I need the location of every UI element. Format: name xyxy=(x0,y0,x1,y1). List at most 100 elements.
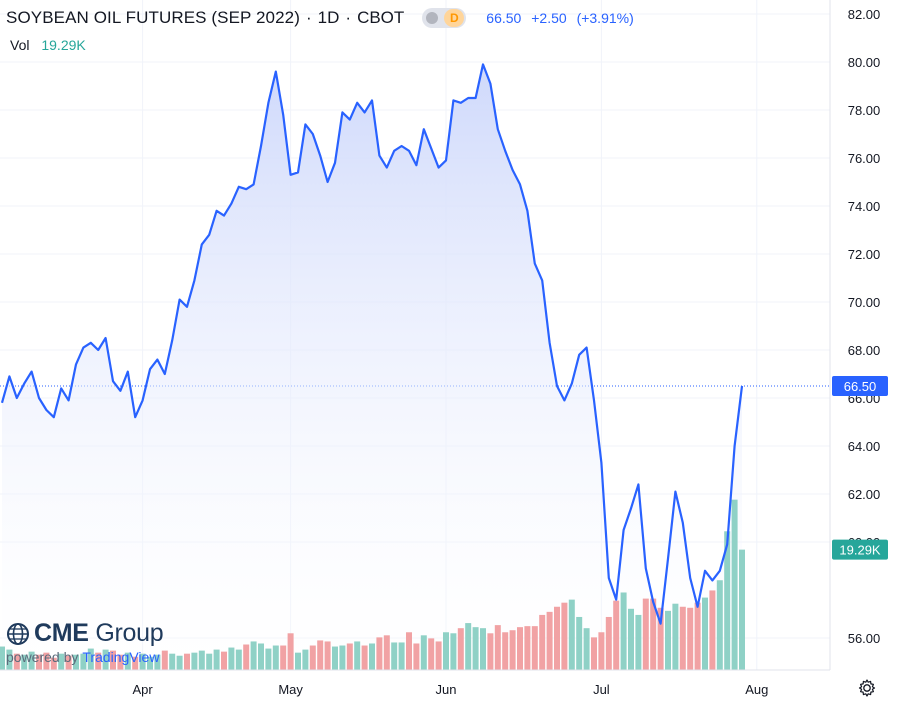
volume-bar xyxy=(50,657,57,670)
volume-bar xyxy=(716,580,723,670)
volume-bar xyxy=(635,614,642,670)
volume-bar xyxy=(191,652,198,670)
x-tick-label: Apr xyxy=(132,682,153,697)
y-tick-label: 62.00 xyxy=(848,487,881,502)
volume-bar xyxy=(258,643,264,670)
delayed-badge[interactable]: D xyxy=(444,9,465,27)
volume-bar xyxy=(657,607,664,670)
volume-bar xyxy=(524,626,531,670)
cme-brand: CME Group xyxy=(6,619,164,648)
volume-bar xyxy=(413,643,420,670)
volume-bar xyxy=(124,652,131,670)
volume-bar xyxy=(317,640,324,670)
volume-bar xyxy=(568,599,575,670)
volume-bar xyxy=(339,645,346,670)
volume-bar xyxy=(480,628,486,670)
volume-bar xyxy=(457,628,464,670)
globe-icon xyxy=(7,622,29,645)
volume-bar xyxy=(539,614,546,670)
volume-bar xyxy=(176,655,183,670)
logo-brand-suffix: Group xyxy=(95,619,164,647)
y-tick-label: 70.00 xyxy=(848,295,881,310)
price-change: +2.50 xyxy=(531,10,567,26)
volume-bar xyxy=(420,635,427,670)
volume-bar xyxy=(309,645,316,670)
volume-bar xyxy=(132,656,139,670)
last-price-tag-text: 66.50 xyxy=(844,379,877,394)
volume-bars xyxy=(0,499,745,670)
volume-bar xyxy=(561,602,568,670)
volume-bar xyxy=(346,643,353,670)
volume-bar xyxy=(391,642,398,670)
cme-logo[interactable]: CME Group powered by TradingView xyxy=(6,619,164,665)
volume-bar xyxy=(472,627,479,670)
volume-bar xyxy=(117,654,124,670)
price-area xyxy=(2,64,742,670)
y-tick-label: 64.00 xyxy=(848,439,881,454)
volume-bar xyxy=(147,656,153,670)
volume-bar xyxy=(161,650,168,670)
volume-bar xyxy=(280,645,287,670)
x-tick-label: Jun xyxy=(436,682,457,697)
volume-bar xyxy=(221,651,227,670)
separator-dot: · xyxy=(305,8,312,27)
tradingview-link[interactable]: TradingView xyxy=(82,649,160,665)
volume-bar xyxy=(213,649,220,670)
symbol-title[interactable]: SOYBEAN OIL FUTURES (SEP 2022) xyxy=(6,8,300,27)
volume-bar xyxy=(87,648,94,670)
x-tick-label: Aug xyxy=(745,682,768,697)
y-tick-label: 72.00 xyxy=(848,247,881,262)
volume-bar xyxy=(80,653,87,670)
volume-bar xyxy=(435,641,442,670)
area-fill xyxy=(2,64,742,670)
gear-icon[interactable] xyxy=(857,678,877,698)
volume-bar xyxy=(295,652,301,670)
volume-bar xyxy=(509,630,516,670)
volume-bar xyxy=(73,654,79,670)
y-tick-label: 78.00 xyxy=(848,103,881,118)
x-tick-label: Jul xyxy=(593,682,610,697)
y-tick-label: 76.00 xyxy=(848,151,881,166)
quote: 66.50 +2.50 (+3.91%) xyxy=(486,10,639,26)
volume-bar xyxy=(517,627,523,670)
volume-bar xyxy=(43,652,50,670)
volume-bar xyxy=(265,648,272,670)
volume-bar xyxy=(243,644,250,670)
volume-bar xyxy=(628,608,634,670)
volume-bar xyxy=(576,616,583,670)
volume-bar xyxy=(702,597,708,670)
volume-bar xyxy=(731,499,738,670)
volume-bar xyxy=(184,653,190,670)
volume-bar xyxy=(642,598,649,670)
volume-bar xyxy=(591,637,597,670)
volume-bar xyxy=(383,635,390,670)
volume-bar xyxy=(287,633,294,670)
y-tick-label: 56.00 xyxy=(848,631,881,646)
volume-legend: Vol 19.29K xyxy=(10,37,86,53)
price-change-pct: (+3.91%) xyxy=(576,10,634,26)
volume-bar xyxy=(450,633,457,670)
volume-bar xyxy=(487,633,494,670)
volume-bar xyxy=(665,610,671,670)
interval-label[interactable]: 1D xyxy=(317,8,340,27)
volume-bar xyxy=(354,641,361,670)
volume-bar xyxy=(598,632,605,670)
volume-label[interactable]: Vol xyxy=(10,37,30,53)
volume-bar xyxy=(583,628,590,670)
volume-bar xyxy=(709,590,716,670)
y-tick-label: 82.00 xyxy=(848,7,881,22)
volume-bar xyxy=(21,654,28,670)
volume-bar xyxy=(206,653,213,670)
volume-bar xyxy=(228,647,235,670)
volume-bar xyxy=(250,641,257,670)
status-dot-icon xyxy=(426,12,439,24)
volume-bar xyxy=(739,549,745,670)
volume-bar xyxy=(398,642,405,670)
market-status-pill[interactable]: D xyxy=(422,8,467,28)
exchange-label: CBOT xyxy=(357,8,405,27)
volume-tag xyxy=(832,539,888,560)
y-tick-label: 80.00 xyxy=(848,55,881,70)
volume-bar xyxy=(554,606,560,670)
volume-bar xyxy=(154,654,161,670)
